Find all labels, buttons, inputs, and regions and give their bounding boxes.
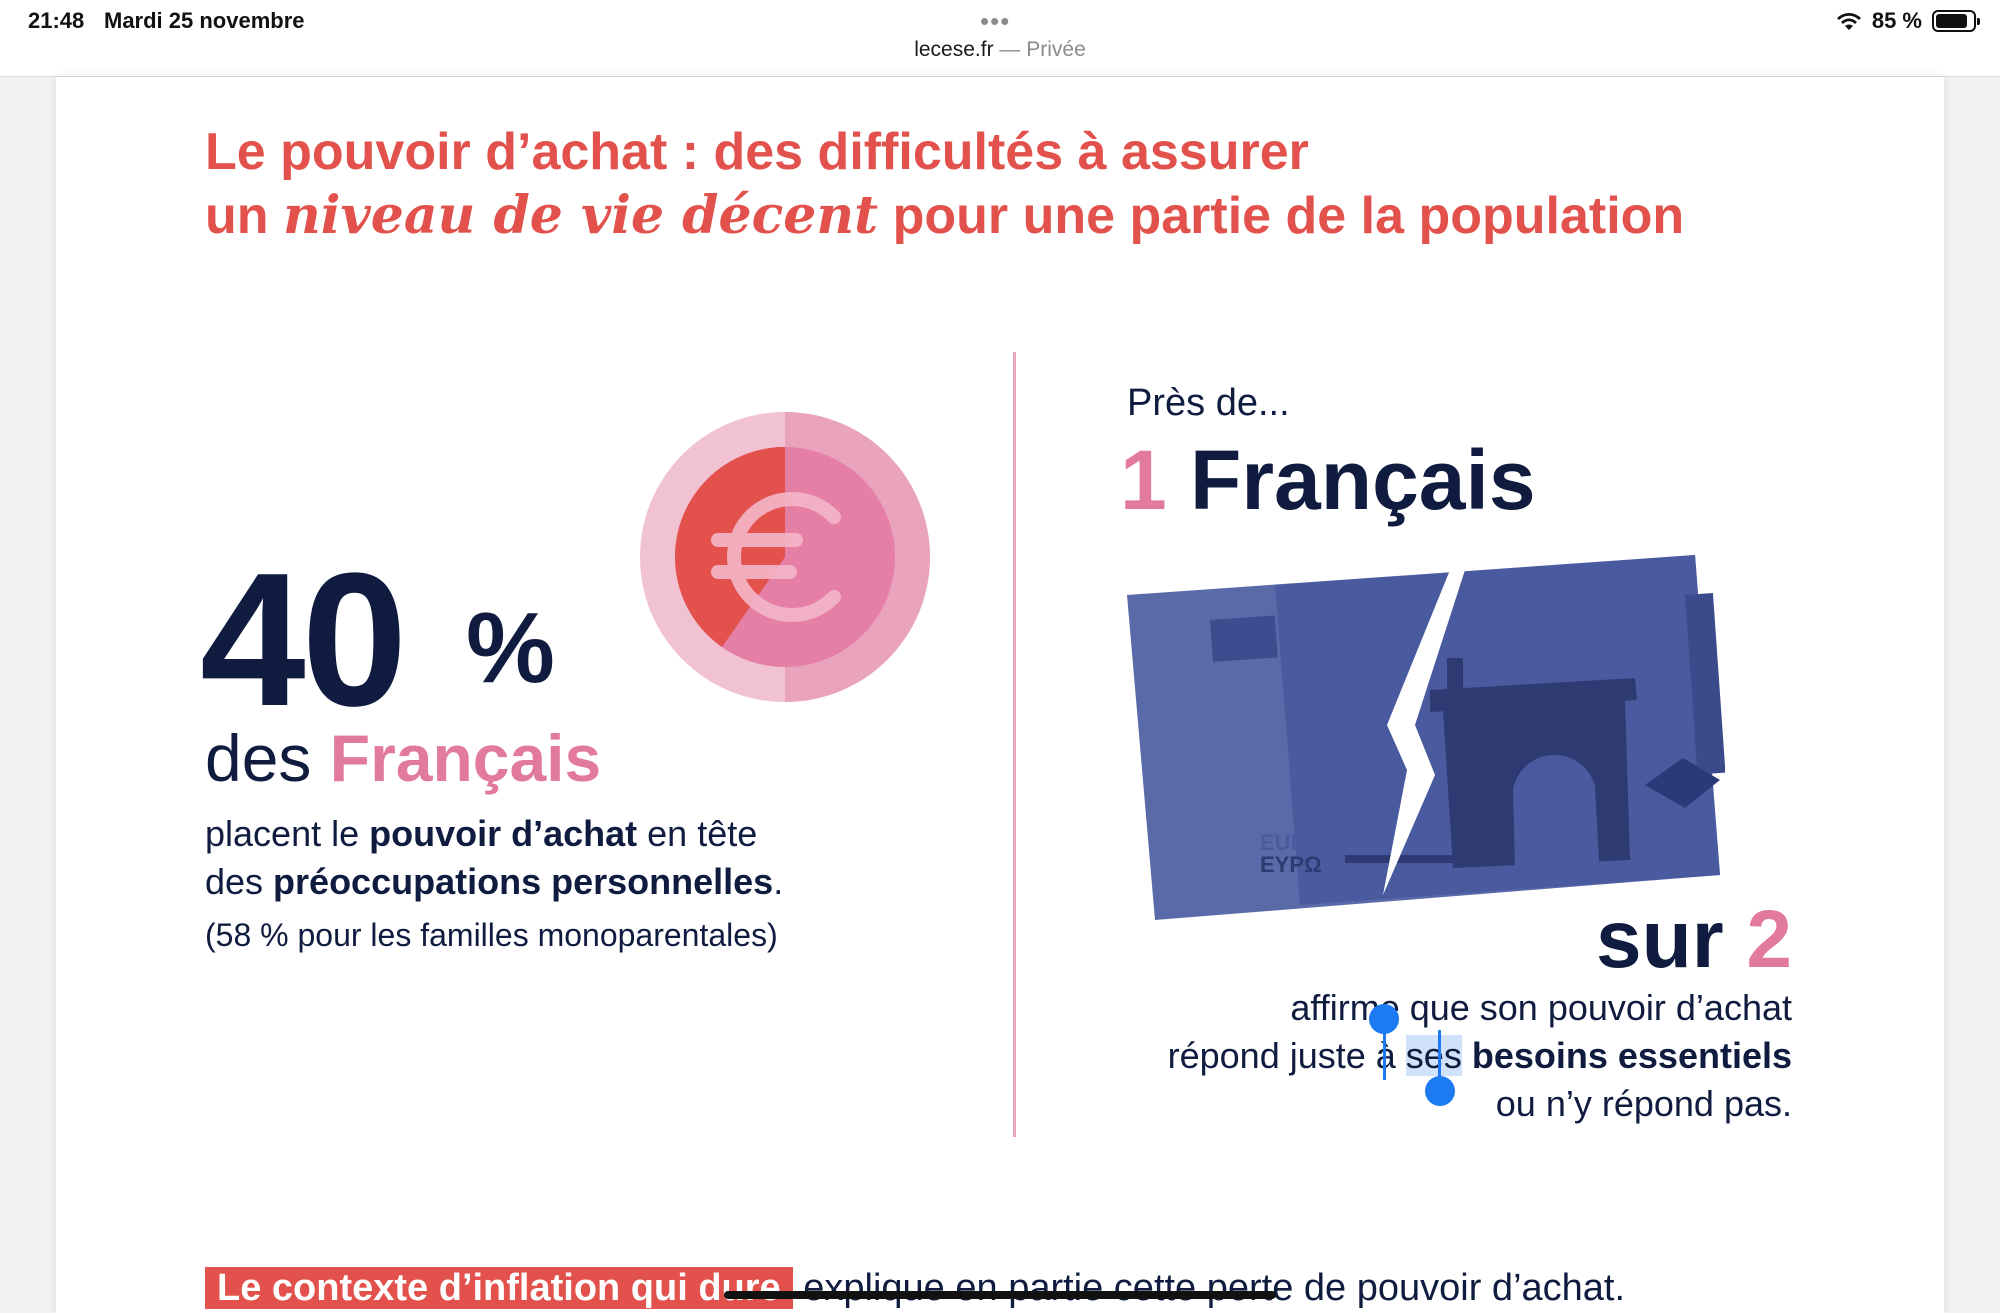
status-date: Mardi 25 novembre [104,8,305,33]
francais-heading: Français [1166,433,1536,527]
note-euro-text: EURO [1260,830,1324,855]
torn-banknote-icon: EURO EYPΩ [1127,555,1725,920]
title-line-2-post: pour une partie de la population [878,187,1685,245]
column-divider [1013,352,1016,1137]
desc-text-1: placent le [205,813,370,854]
des-label: des [205,721,330,795]
title-line-1: Le pouvoir d’achat : des difficultés à a… [205,123,1309,181]
selection-end-bar [1438,1030,1441,1090]
bottom-highlight: Le contexte d’inflation qui dure [205,1267,793,1309]
two-number: 2 [1746,894,1792,985]
aff-text-3: ou n’y répond pas. [1495,1083,1792,1124]
desc-text-3: des [205,861,274,902]
sur-deux: sur 2 [1596,890,1792,990]
battery-percent: 85 % [1871,8,1922,33]
note-eypo-text: EYPΩ [1260,852,1322,877]
status-bar: 21:48 Mardi 25 novembre ••• 85 % lecese.… [0,0,2000,77]
home-indicator[interactable] [724,1291,1276,1299]
page-title: Le pouvoir d’achat : des difficultés à a… [205,120,1684,248]
multitasking-dots[interactable]: ••• [980,6,1011,36]
desc-bold-1: pouvoir d’achat [369,813,638,854]
title-line-2-pre: un [205,187,283,245]
big-percentage: 40 [200,534,407,746]
selection-start-handle[interactable] [1369,1004,1399,1034]
selection-start-bar [1383,1020,1386,1080]
url-private-mode: — Privée [993,38,1086,61]
right-description[interactable]: affirme que son pouvoir d’achat répond j… [1168,984,1792,1128]
url-bar[interactable]: lecese.fr — Privée [0,38,2000,62]
aff-text-2: répond juste à [1167,1035,1406,1076]
title-line-2-italic: niveau de vie décent [282,185,879,246]
selected-text[interactable]: ses [1405,1035,1462,1076]
one-francais: 1 Français [1120,430,1536,530]
status-right: 85 % [1836,8,1980,34]
status-time: 21:48 [28,8,85,33]
battery-level [1936,14,1967,28]
desc-text-4: . [773,861,784,902]
des-francais: des Français [205,718,601,798]
sur-label: sur [1596,894,1747,985]
left-note: (58 % pour les familles monoparentales) [205,917,778,953]
desc-text-2: en tête [637,813,758,854]
url-domain: lecese.fr [914,38,994,61]
pres-de-label: Près de... [1127,382,1290,424]
bottom-rest: explique en partie cette perte de pouvoi… [792,1267,1626,1309]
wifi-icon [1836,13,1861,30]
aff-bold: besoins essentiels [1471,1035,1792,1076]
aff-space [1462,1035,1472,1076]
one-number: 1 [1120,433,1167,527]
bottom-statement: Le contexte d’inflation qui dure expliqu… [205,1264,1625,1312]
selection-end-handle[interactable] [1425,1076,1455,1106]
euro-coin-icon [640,412,930,702]
francais-label: Français [329,721,602,795]
aff-text-1: affirme que son pouvoir d’achat [1290,987,1792,1028]
desc-bold-2: préoccupations personnelles [273,861,774,902]
battery-icon [1932,10,1980,32]
percent-sign: % [466,592,555,704]
left-description: placent le pouvoir d’achat en tête des p… [205,810,783,906]
